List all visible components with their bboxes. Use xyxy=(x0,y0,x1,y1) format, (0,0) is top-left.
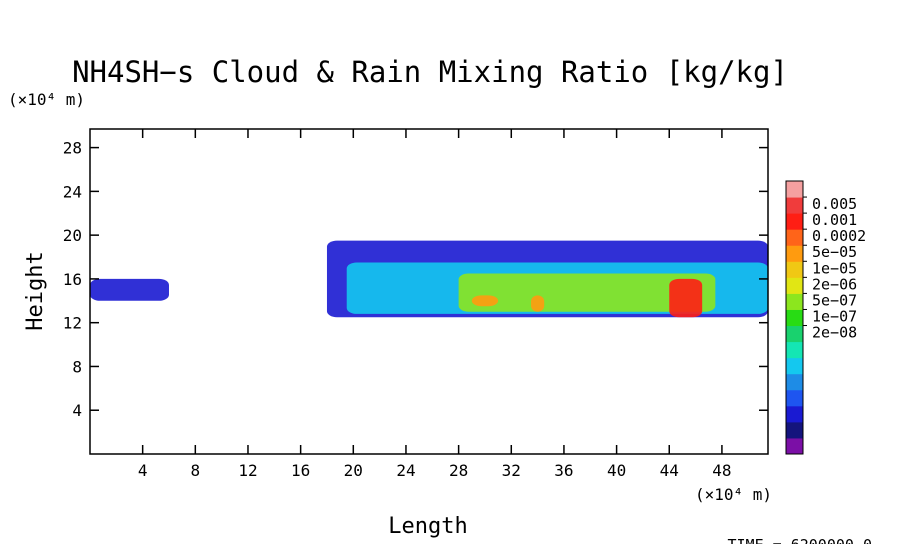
x-tick-label: 4 xyxy=(138,461,148,480)
colorbar-label: 0.005 xyxy=(812,195,857,213)
colorbar-swatch xyxy=(786,405,803,423)
x-tick-label: 8 xyxy=(191,461,201,480)
field-region-3 xyxy=(458,273,716,312)
x-tick-label: 12 xyxy=(238,461,257,480)
x-unit-label: (×10⁴ m) xyxy=(695,485,772,504)
colorbar-swatch xyxy=(786,181,803,198)
colorbar-swatch xyxy=(786,341,803,359)
x-axis-label: Length xyxy=(388,514,467,539)
colorbar-label: 2e−08 xyxy=(812,324,857,342)
y-tick-label: 20 xyxy=(63,226,82,245)
field-region-6 xyxy=(669,278,703,318)
y-unit-label: (×10⁴ m) xyxy=(8,90,85,109)
time-label: TIME = 6200000.0 xyxy=(728,536,873,544)
colorbar-frame xyxy=(785,180,804,455)
y-tick-label: 8 xyxy=(72,357,82,376)
colorbar-label: 5e−05 xyxy=(812,243,857,261)
chart-title: NH4SH−s Cloud & Rain Mixing Ratio [kg/kg… xyxy=(72,55,788,89)
colorbar-label: 1e−07 xyxy=(812,307,857,325)
plot-area xyxy=(89,128,769,455)
colorbar-swatch xyxy=(786,437,803,455)
colorbar-label: 2e−06 xyxy=(812,275,857,293)
x-tick-label: 44 xyxy=(660,461,679,480)
field-region-5 xyxy=(531,295,545,312)
x-tick-label: 28 xyxy=(449,461,468,480)
y-axis-label: Height xyxy=(23,251,48,330)
colorbar-label: 0.0002 xyxy=(812,227,866,245)
mixing-ratio-field xyxy=(90,240,768,318)
colorbar-swatch xyxy=(786,309,803,327)
colorbar: 0.0050.0010.00025e−051e−052e−065e−071e−0… xyxy=(785,180,866,455)
colorbar-swatch xyxy=(786,421,803,439)
colorbar-swatch xyxy=(786,213,803,230)
colorbar-label: 5e−07 xyxy=(812,291,857,309)
colorbar-swatch xyxy=(786,357,803,375)
y-tick-label: 28 xyxy=(63,139,82,158)
colorbar-swatch xyxy=(786,197,803,214)
colorbar-swatch xyxy=(786,373,803,391)
plot-frame xyxy=(89,128,769,455)
x-tick-label: 32 xyxy=(502,461,521,480)
field-region-4 xyxy=(471,295,499,307)
colorbar-swatch xyxy=(786,245,803,262)
x-tick-label: 36 xyxy=(554,461,573,480)
x-axis-ticks: 4 8 12 16 20 24 28 32 36 40 44 48 xyxy=(138,129,732,480)
colorbar-swatch xyxy=(786,229,803,246)
x-tick-label: 16 xyxy=(291,461,310,480)
x-tick-label: 20 xyxy=(344,461,363,480)
colorbar-swatch xyxy=(786,261,803,278)
colorbar-swatch xyxy=(786,277,803,294)
y-axis-ticks: 4 8 12 16 20 24 28 xyxy=(63,139,768,420)
x-tick-label: 24 xyxy=(396,461,415,480)
y-tick-label: 12 xyxy=(63,314,82,333)
x-tick-label: 48 xyxy=(712,461,731,480)
colorbar-label: 0.001 xyxy=(812,211,857,229)
y-tick-label: 24 xyxy=(63,182,82,201)
x-tick-label: 40 xyxy=(607,461,626,480)
field-region-0 xyxy=(90,278,169,301)
y-tick-label: 16 xyxy=(63,270,82,289)
y-tick-label: 4 xyxy=(72,401,82,420)
colorbar-swatch xyxy=(786,293,803,310)
colorbar-swatch xyxy=(786,325,803,343)
colorbar-swatch xyxy=(786,389,803,407)
colorbar-label: 1e−05 xyxy=(812,259,857,277)
